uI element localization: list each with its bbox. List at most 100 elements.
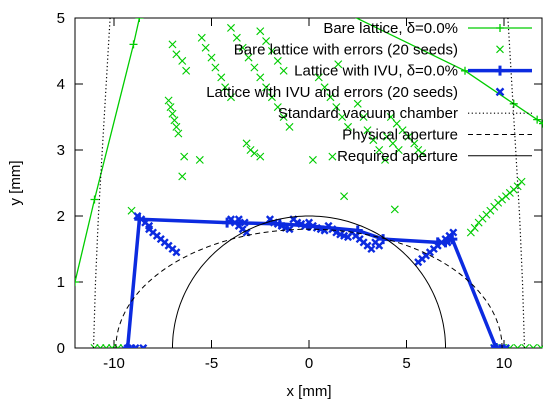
legend-label: Lattice with IVU and errors (20 seeds)	[206, 84, 458, 101]
error-seed-point	[383, 132, 391, 141]
error-seed-point	[256, 152, 265, 161]
legend-label: Standard vacuum chamber	[278, 105, 458, 122]
error-seed-point	[390, 205, 399, 214]
series-5	[115, 228, 503, 348]
legend-entry: Lattice with IVU and errors (20 seeds)	[206, 84, 505, 101]
series-6	[172, 215, 446, 348]
error-seed-point	[326, 93, 335, 102]
legend-marker	[495, 65, 505, 76]
error-seed-point	[166, 103, 175, 112]
error-seed-point	[232, 33, 241, 42]
error-seed-point	[501, 343, 510, 348]
legend-marker	[496, 24, 504, 32]
error-seed-point	[340, 192, 349, 201]
error-seed-point	[172, 50, 181, 59]
x-tick-label: 10	[496, 355, 513, 372]
error-seed-point	[359, 113, 368, 121]
error-seed-point	[250, 63, 259, 72]
legend-entry: Standard vacuum chamber	[278, 105, 532, 122]
legend-label: Bare lattice, δ=0.0%	[323, 20, 458, 37]
bare-lattice-point	[90, 195, 99, 204]
error-seed-point	[201, 43, 210, 52]
error-seed-point	[338, 113, 347, 121]
error-seed-point	[273, 103, 282, 112]
error-seed-point	[537, 344, 543, 348]
bare-lattice-point	[533, 115, 542, 124]
y-tick-label: 2	[57, 208, 65, 225]
y-tick-label: 4	[57, 76, 65, 93]
error-seed-point	[207, 53, 216, 62]
error-seed-point	[328, 152, 337, 161]
ivu-lattice-line	[125, 217, 498, 348]
error-seed-point	[139, 343, 148, 348]
error-seed-point	[242, 139, 251, 148]
error-seed-point	[279, 113, 288, 121]
legend-entry: Bare lattice, δ=0.0%	[323, 20, 532, 37]
error-seed-point	[394, 146, 403, 154]
error-seed-point	[521, 344, 530, 348]
bare-lattice-point	[539, 119, 543, 128]
error-seed-point	[174, 129, 183, 138]
error-seed-point	[221, 83, 230, 92]
error-seed-point	[211, 63, 220, 72]
error-seed-point	[250, 149, 259, 158]
error-seed-point	[392, 119, 401, 128]
error-seed-point	[256, 73, 265, 82]
error-seed-point	[367, 244, 376, 254]
error-seed-point	[369, 136, 378, 145]
legend-label: Physical aperture	[342, 127, 458, 144]
y-tick-label: 1	[57, 274, 65, 291]
x-tick-label: 5	[402, 355, 410, 372]
error-seed-point	[90, 344, 99, 348]
legend-label: Lattice with IVU, δ=0.0%	[294, 63, 458, 80]
error-seed-point	[470, 223, 479, 232]
error-seed-point	[182, 66, 191, 75]
legend-entry: Bare lattice with errors (20 seeds)	[234, 41, 504, 58]
error-seed-point	[363, 126, 372, 135]
bare-lattice-point	[461, 66, 469, 75]
x-tick-label: -10	[103, 355, 125, 372]
error-seed-point	[180, 152, 189, 161]
error-seed-point	[353, 99, 362, 108]
error-seed-point	[418, 149, 427, 158]
data-layer	[75, 18, 543, 348]
required-aperture-curve	[172, 215, 446, 348]
error-seed-point	[168, 109, 177, 118]
y-axis-label: y [mm]	[7, 161, 24, 206]
legend-entry: Physical aperture	[342, 127, 532, 144]
error-seed-point	[262, 83, 271, 92]
axis-ticks: -10 -5 0 5 10 0 1 2 3 4 5	[57, 10, 542, 372]
error-seed-point	[404, 132, 413, 141]
physical-aperture-curve	[115, 228, 503, 348]
error-seed-point	[344, 122, 352, 131]
legend-marker	[495, 87, 505, 97]
error-seed-point	[332, 103, 341, 112]
error-seed-point	[178, 56, 187, 65]
error-seed-point	[227, 93, 235, 102]
y-tick-label: 0	[57, 340, 65, 357]
error-seed-point	[285, 225, 294, 234]
legend-entry: Lattice with IVU, δ=0.0%	[294, 63, 532, 80]
series-3	[123, 211, 510, 348]
error-seed-point	[410, 139, 419, 148]
bare-lattice-point	[135, 18, 144, 22]
error-seed-point	[375, 241, 384, 250]
error-seed-point	[217, 73, 226, 82]
y-tick-label: 5	[57, 10, 65, 27]
bare-lattice-point	[509, 99, 518, 108]
error-seed-point	[386, 113, 395, 121]
error-seed-point	[273, 56, 282, 65]
error-seed-point	[172, 248, 181, 257]
legend-entry: Required aperture	[337, 148, 532, 165]
series-1	[90, 23, 543, 348]
error-seed-point	[227, 23, 235, 32]
error-seed-point	[234, 215, 243, 224]
ivu-lattice-point	[222, 217, 233, 228]
error-seed-point	[529, 344, 538, 348]
error-seed-point	[285, 122, 294, 131]
bare-lattice-line	[75, 18, 543, 283]
error-seed-point	[102, 344, 111, 348]
legend: Bare lattice, δ=0.0% Bare lattice with er…	[206, 20, 532, 165]
error-seed-point	[267, 47, 276, 55]
